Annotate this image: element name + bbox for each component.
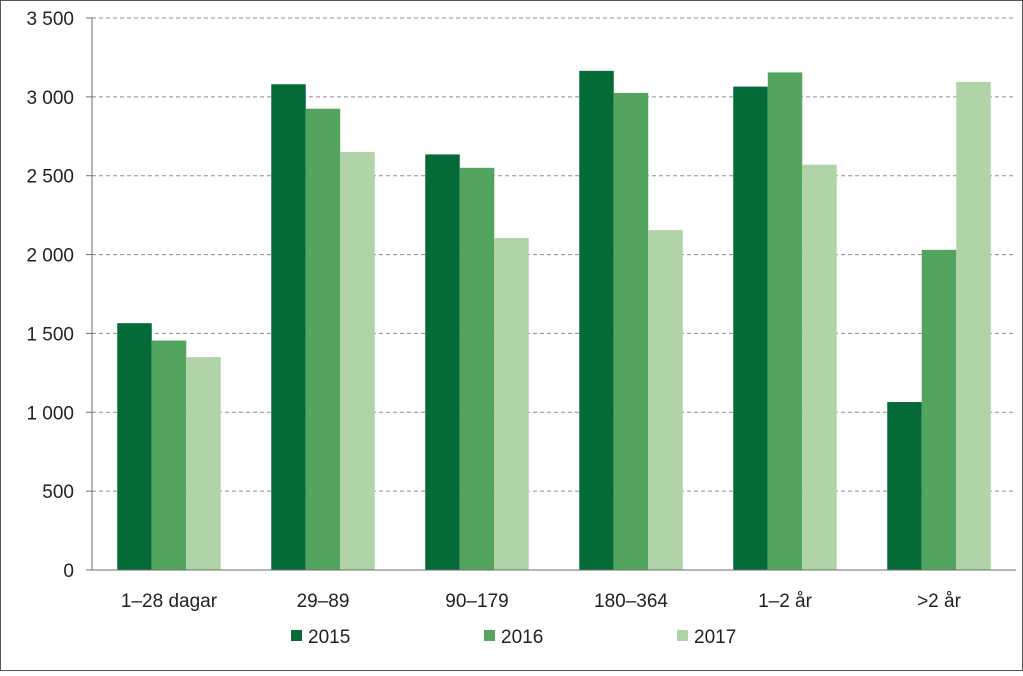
y-tick-label: 1 000 xyxy=(26,403,74,424)
legend-label-2015: 2015 xyxy=(308,627,350,648)
bar-2015-0 xyxy=(117,323,152,570)
legend-swatch-2015 xyxy=(291,630,302,641)
legend: 2015 2016 2017 xyxy=(291,627,736,648)
bar-2015-2 xyxy=(425,154,460,570)
bar-2017-5 xyxy=(956,81,991,571)
legend-label-2016: 2016 xyxy=(501,627,543,648)
x-tick-label: 1–28 dagar xyxy=(121,591,218,612)
bar-2017-1 xyxy=(340,152,375,571)
bar-2016-0 xyxy=(151,340,187,570)
bar-2016-5 xyxy=(921,249,957,570)
bar-2015-1 xyxy=(271,84,306,571)
x-tick-label: 90–179 xyxy=(445,591,508,612)
y-axis-tick-labels: 0 500 1 000 1 500 2 000 2 500 3 000 3 500 xyxy=(26,9,74,582)
bars xyxy=(117,70,991,571)
bar-2016-3 xyxy=(613,92,649,571)
x-tick-label: >2 år xyxy=(917,591,962,612)
legend-label-2017: 2017 xyxy=(694,627,736,648)
legend-swatch-2016 xyxy=(484,630,495,641)
bar-2016-1 xyxy=(305,108,341,570)
y-tick-label: 1 500 xyxy=(26,324,74,345)
y-tick-label: 2 500 xyxy=(26,167,74,188)
bar-2017-2 xyxy=(494,238,529,571)
y-tick-label: 0 xyxy=(63,561,74,582)
bar-2016-2 xyxy=(459,167,495,571)
bar-2015-3 xyxy=(579,70,614,570)
gridlines xyxy=(92,17,1016,492)
bar-2017-3 xyxy=(648,230,683,570)
bar-2016-4 xyxy=(767,72,803,570)
y-tick-label: 3 000 xyxy=(26,88,74,109)
axes xyxy=(86,17,1016,571)
x-tick-label: 1–2 år xyxy=(758,591,813,612)
bar-2015-5 xyxy=(887,402,922,570)
y-tick-label: 3 500 xyxy=(26,9,74,30)
bar-2015-4 xyxy=(733,86,768,570)
x-tick-label: 29–89 xyxy=(297,591,350,612)
bar-2017-4 xyxy=(802,164,837,570)
x-axis-tick-labels: 1–28 dagar 29–89 90–179 180–364 1–2 år >2 år xyxy=(121,591,962,612)
y-tick-label: 500 xyxy=(42,482,74,503)
y-tick-label: 2 000 xyxy=(26,246,74,267)
bar-2017-0 xyxy=(186,357,221,570)
x-tick-label: 180–364 xyxy=(594,591,668,612)
legend-swatch-2017 xyxy=(677,630,688,641)
